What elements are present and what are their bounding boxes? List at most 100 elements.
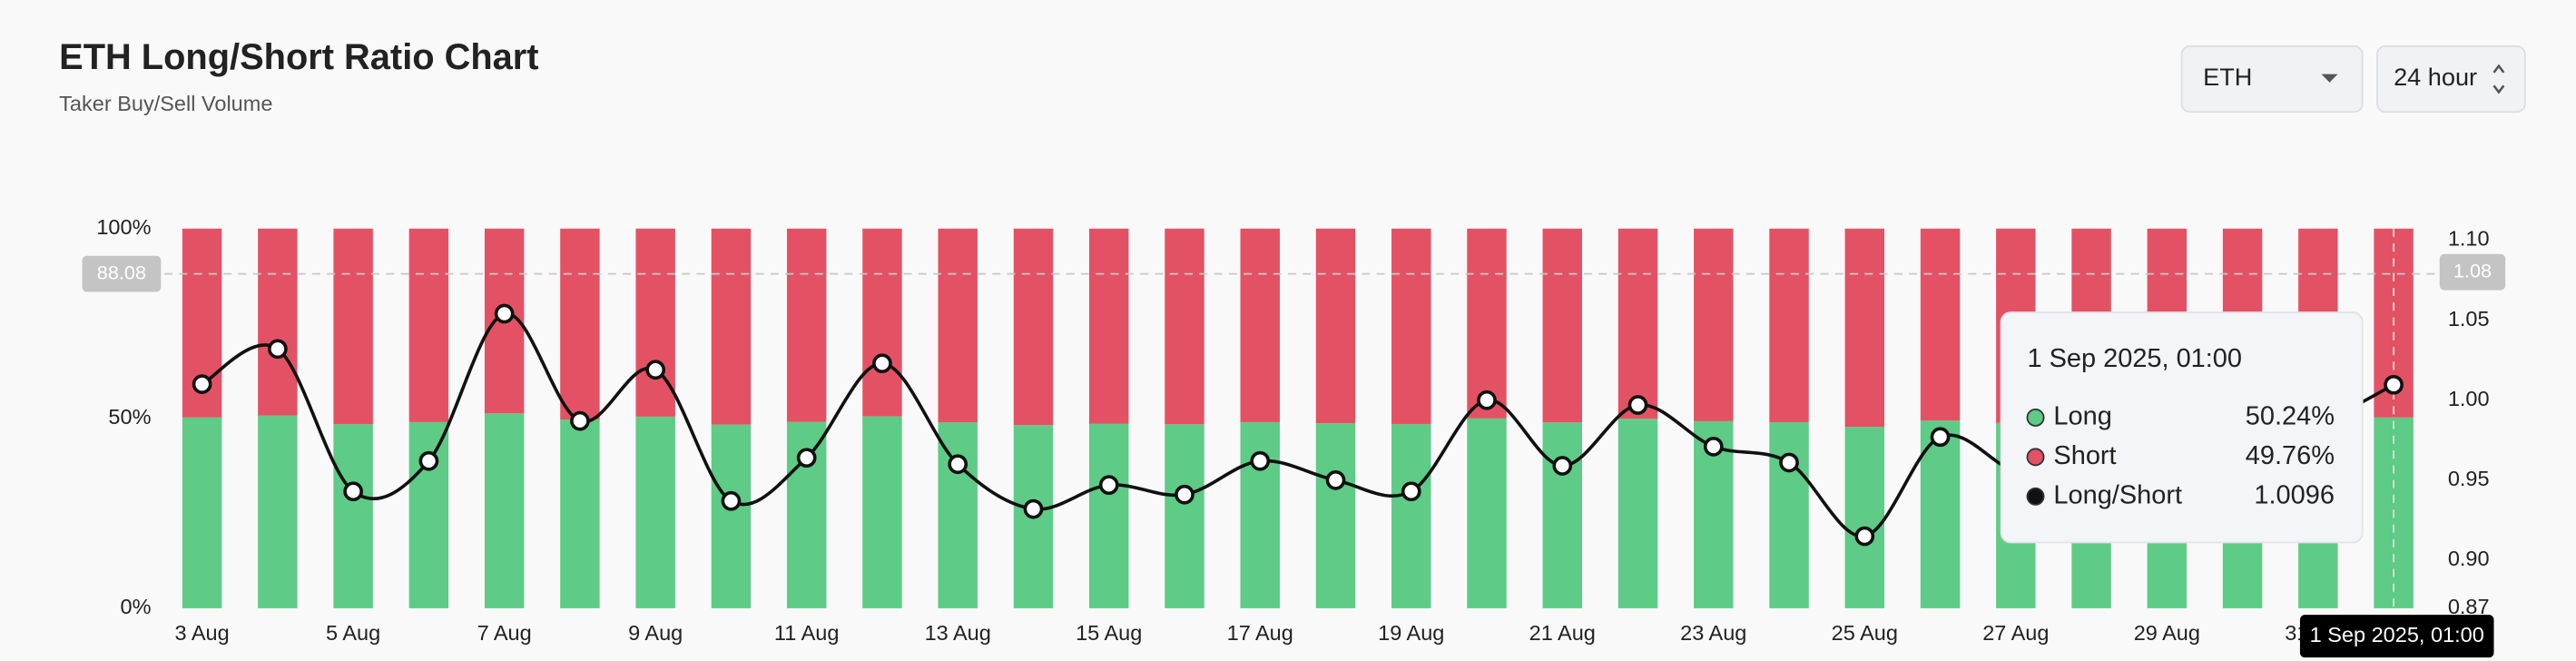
tooltip: 1 Sep 2025, 01:00 Long 50.24% Short 49.76% Lo…: [2000, 311, 2364, 544]
x-tick-label: 25 Aug: [1832, 621, 1898, 645]
ratio-point: [1325, 470, 1346, 490]
x-tick-label: 5 Aug: [326, 621, 380, 645]
ratio-point: [948, 454, 968, 475]
ratio-point: [1552, 456, 1573, 476]
x-tick-label: 3 Aug: [175, 621, 230, 645]
x-tick-label: 11 Aug: [774, 621, 840, 645]
tooltip-dot: [2026, 408, 2045, 427]
bar-segment: [1467, 418, 1507, 608]
y-tick-label: 0%: [121, 595, 152, 618]
crosshair-label: 88.08: [97, 261, 146, 283]
crosshair-x-box: [2299, 615, 2494, 658]
bar-segment: [258, 415, 298, 608]
bar-segment: [635, 228, 675, 417]
ratio-point: [1023, 498, 1044, 519]
bar-segment: [1165, 424, 1204, 608]
bar-segment: [1769, 228, 1809, 422]
bar-segment: [1391, 423, 1431, 608]
ratio-point: [645, 360, 666, 380]
x-tick-label: 29 Aug: [2134, 621, 2200, 645]
chart-subtitle: Taker Buy/Sell Volume: [59, 92, 272, 115]
bar-segment: [635, 416, 675, 608]
bar-segment: [711, 424, 752, 608]
tooltip-title: 1 Sep 2025, 01:00: [2027, 344, 2242, 373]
select-caret: [2492, 64, 2505, 94]
x-tick-label: 19 Aug: [1378, 621, 1444, 645]
bar-segment: [1694, 228, 1734, 421]
plot-area: 0% 50% 100% 0.87 0.90 0.95 1.00 1.05 1.10 3 Aug 5 …: [82, 215, 2506, 658]
chart-title: ETH Long/Short Ratio Chart: [59, 37, 538, 77]
tooltip-series-name: Long/Short: [2053, 480, 2182, 509]
ratio-point: [721, 490, 742, 511]
ratio-point: [1175, 484, 1195, 505]
ratio-point: [418, 450, 439, 471]
tooltip-value: 1.0096: [2254, 480, 2335, 509]
bar-segment: [333, 228, 373, 424]
ratio-point: [1250, 450, 1271, 471]
bar-segment: [560, 228, 600, 420]
tooltip-series-name: Long: [2053, 402, 2111, 431]
y2-tick-label: 0.95: [2448, 467, 2490, 490]
x-tick-label: 21 Aug: [1529, 621, 1596, 645]
bar-segment: [1088, 228, 1129, 424]
bar-segment: [1165, 228, 1204, 425]
bar-segment: [484, 413, 525, 608]
y-tick-label: 50%: [108, 405, 151, 429]
bar-segment: [1315, 228, 1356, 424]
select-box[interactable]: [2180, 44, 2364, 113]
ratio-point: [192, 374, 212, 394]
bar-segment: [1542, 422, 1582, 608]
symbol-select[interactable]: ETH: [2180, 44, 2364, 113]
ratio-point: [1401, 481, 1421, 502]
crosshair-x-label: 1 Sep 2025, 01:00: [2310, 623, 2484, 646]
bar-segment: [938, 228, 978, 423]
ratio-point: [1703, 436, 1724, 457]
y2-tick-label: 1.10: [2448, 227, 2490, 251]
ratio-point: [1627, 395, 1648, 415]
bar-segment: [786, 228, 827, 422]
bar-segment: [1844, 228, 1885, 428]
bar-segment: [1844, 427, 1885, 608]
bar-segment: [1315, 423, 1356, 608]
ratio-point: [796, 448, 817, 469]
bar-segment: [1391, 228, 1431, 424]
select-caret: [2321, 74, 2338, 83]
crosshair-label-box: [2439, 253, 2506, 291]
ratio-point: [1779, 452, 1799, 473]
bar-segment: [1467, 228, 1507, 419]
bar-segment: [1088, 423, 1129, 608]
bar-segment: [333, 423, 373, 608]
select-value[interactable]: ETH: [2203, 63, 2252, 91]
x-tick-label: 17 Aug: [1227, 621, 1293, 645]
bar-segment: [711, 228, 752, 425]
bar-segment: [862, 416, 902, 608]
ratio-point: [872, 353, 892, 374]
bar-segment: [1240, 228, 1280, 422]
bar-segment: [1617, 228, 1658, 419]
y-tick-label: 100%: [96, 215, 151, 239]
x-tick-label: 13 Aug: [925, 621, 991, 645]
x-tick-label: 9 Aug: [628, 621, 683, 645]
bar-segment: [938, 422, 978, 608]
tooltip-dot: [2026, 487, 2045, 506]
y2-tick-label: 1.00: [2448, 387, 2490, 410]
ratio-point: [570, 410, 590, 431]
bar-segment: [862, 228, 902, 417]
interval-select[interactable]: 24 hour: [2376, 44, 2526, 113]
select-value[interactable]: 24 hour: [2394, 63, 2477, 91]
tooltip-value: 49.76%: [2246, 441, 2335, 470]
bar-segment: [560, 419, 600, 608]
ratio-point: [1854, 526, 1875, 547]
bar-segment: [1013, 228, 1054, 426]
select-box[interactable]: [2376, 44, 2526, 113]
ratio-point: [494, 303, 515, 324]
ratio-point: [268, 339, 288, 360]
bar-segment: [258, 228, 298, 416]
crosshair-label-box: [82, 255, 162, 292]
tooltip-box: [2000, 311, 2364, 544]
bar-segment: [1769, 421, 1809, 608]
bar-segment: [1240, 421, 1280, 608]
bar-segment: [1920, 228, 1961, 421]
bar-segment: [1920, 420, 1961, 608]
